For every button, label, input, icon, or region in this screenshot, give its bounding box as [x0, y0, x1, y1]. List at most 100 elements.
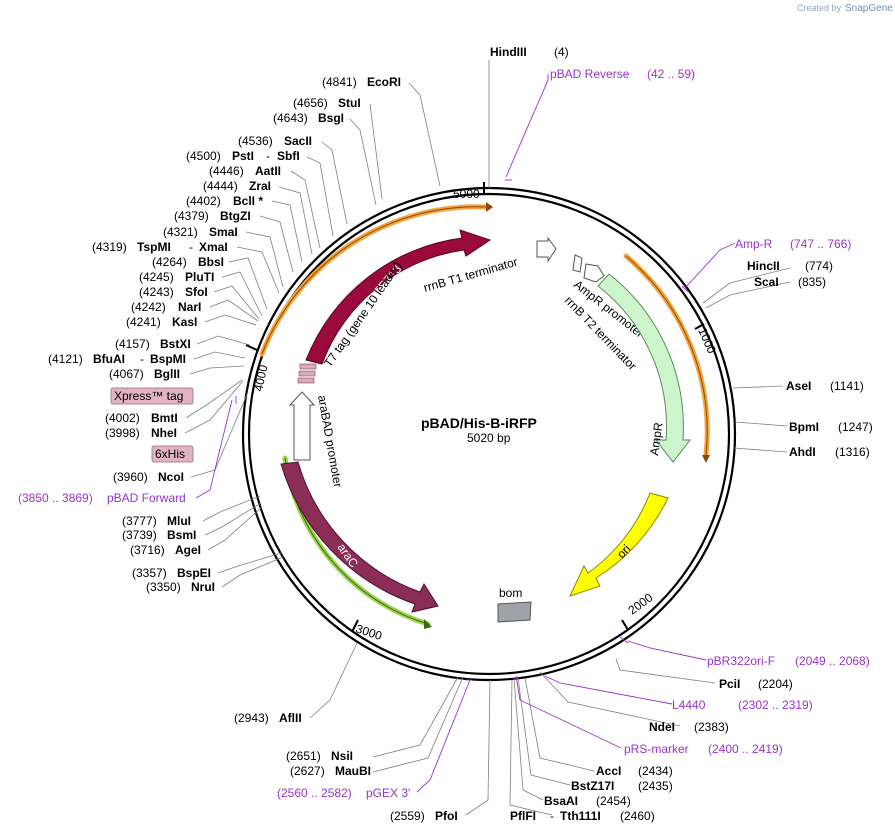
site-bsgi[interactable]: BsgI	[318, 111, 344, 125]
site-hindiii-pos: (4)	[554, 45, 569, 59]
site-stui[interactable]: StuI	[338, 96, 361, 110]
site-hincii[interactable]: HincII	[747, 259, 780, 273]
feature-arc-green-head	[424, 619, 432, 629]
primer-pbr322ori-f[interactable]: pBR322ori-F	[707, 654, 775, 668]
tick-3000	[351, 619, 359, 633]
site-smai-pos: (4321)	[163, 225, 198, 239]
site-sbfi[interactable]: SbfI	[277, 149, 300, 163]
site-zrai[interactable]: ZraI	[249, 179, 271, 193]
primer-pbad-reverse-range: (42 .. 59)	[647, 67, 695, 81]
site-pflfi[interactable]: PflFI	[510, 809, 536, 823]
site-tspmi[interactable]: TspMI	[137, 240, 171, 254]
site-ncoi[interactable]: NcoI	[158, 470, 184, 484]
feature-ori	[569, 492, 669, 597]
tick-label-5000: 5000	[453, 187, 480, 201]
primer-amp-r[interactable]: Amp-R	[735, 237, 773, 251]
site-nari-pos: (4242)	[131, 300, 166, 314]
site-bsmi[interactable]: BsmI	[167, 528, 196, 542]
tick-label-1000: 1000	[695, 326, 719, 356]
site-bspei[interactable]: BspEI	[177, 566, 211, 580]
site-bbsi[interactable]: BbsI	[198, 255, 224, 269]
site-nhei[interactable]: NheI	[151, 426, 177, 440]
site-sacii[interactable]: SacII	[284, 134, 312, 148]
feature-arc-orange-2-core	[625, 255, 708, 456]
site-aatii[interactable]: AatII	[255, 164, 281, 178]
site-nrui[interactable]: NruI	[191, 580, 215, 594]
site-ahdi[interactable]: AhdI	[789, 445, 816, 459]
site-bsaai[interactable]: BsaAI	[544, 794, 578, 808]
feature-arac	[280, 461, 439, 613]
site-agei[interactable]: AgeI	[175, 543, 201, 557]
site-pluti[interactable]: PluTI	[185, 270, 214, 284]
feature-arc-orange-2-head	[702, 455, 710, 463]
site-kasi[interactable]: KasI	[172, 315, 197, 329]
site-acci[interactable]: AccI	[596, 764, 621, 778]
site-pfoi[interactable]: PfoI	[435, 809, 458, 823]
site-aflii[interactable]: AflII	[279, 711, 302, 725]
site-pflfi-pos: (2460)	[620, 809, 655, 823]
site-btgzi[interactable]: BtgZI	[220, 209, 251, 223]
site-ndei[interactable]: NdeI	[649, 720, 675, 734]
feature-tag-1	[299, 363, 317, 370]
site-tspmi-sep: -	[189, 240, 193, 254]
site-btgzi-pos: (4379)	[174, 209, 209, 223]
primer-pbad-forward[interactable]: pBAD Forward	[107, 491, 186, 505]
site-ecori[interactable]: EcoRI	[367, 75, 401, 89]
primer-pgex-3[interactable]: pGEX 3'	[366, 786, 410, 800]
feature-xpress-box	[110, 387, 194, 405]
primer-prs-marker[interactable]: pRS-marker	[624, 742, 689, 756]
site-maubi-pos: (2627)	[290, 764, 325, 778]
feature-arc-orange-1-core	[261, 206, 487, 355]
site-scai[interactable]: ScaI	[754, 275, 779, 289]
site-sfoi-pos: (4243)	[139, 285, 174, 299]
site-sfoi[interactable]: SfoI	[185, 285, 208, 299]
feature-6xhis-box	[151, 445, 194, 463]
site-asei[interactable]: AseI	[786, 379, 811, 393]
tick-2000	[621, 619, 629, 631]
site-bcli[interactable]: BclI *	[233, 194, 263, 208]
site-pcii-pos: (2204)	[758, 677, 793, 691]
site-bpmi[interactable]: BpmI	[789, 420, 819, 434]
feature-arabad-promoter	[288, 391, 316, 461]
site-bmti[interactable]: BmtI	[151, 411, 178, 425]
site-bspmi[interactable]: BspMI	[150, 352, 186, 366]
site-bfuai[interactable]: BfuAI	[93, 352, 125, 366]
feature-irfp713	[305, 229, 492, 365]
site-pfoi-pos: (2559)	[390, 809, 425, 823]
site-agei-pos: (3716)	[130, 543, 165, 557]
feature-arc-orange-1-head	[486, 202, 493, 212]
site-maubi[interactable]: MauBI	[335, 764, 371, 778]
site-bpmi-pos: (1247)	[838, 420, 873, 434]
site-pflfi-sep: -	[550, 809, 554, 823]
site-sacii-pos: (4536)	[238, 134, 273, 148]
feature-xpress-label: Xpress™ tag	[114, 389, 183, 403]
site-scai-pos: (835)	[798, 275, 826, 289]
site-kasi-pos: (4241)	[126, 315, 161, 329]
site-psti[interactable]: PstI	[232, 149, 254, 163]
feature-rrnb-t1	[536, 236, 557, 263]
site-smai[interactable]: SmaI	[209, 225, 238, 239]
site-mlui[interactable]: MluI	[167, 514, 191, 528]
site-bstxi[interactable]: BstXI	[160, 337, 191, 351]
site-bfuai-pos: (4121)	[48, 352, 83, 366]
site-bbsi-pos: (4264)	[152, 255, 187, 269]
site-nsii[interactable]: NsiI	[331, 749, 353, 763]
site-hindiii[interactable]: HindIII	[490, 45, 527, 59]
primer-l4440[interactable]: L4440	[672, 698, 706, 712]
tick-label-3000: 3000	[354, 622, 384, 644]
site-pluti-pos: (4245)	[139, 270, 174, 284]
feature-ampr-label: AmpR	[647, 421, 666, 456]
feature-rrnb-t1-label: rrnB T1 terminator	[422, 255, 519, 295]
site-pcii[interactable]: PciI	[719, 677, 740, 691]
feature-ampr	[597, 273, 692, 463]
site-xmai[interactable]: XmaI	[199, 240, 228, 254]
site-nari[interactable]: NarI	[178, 300, 201, 314]
site-bsmi-pos: (3739)	[122, 528, 157, 542]
primer-pbad-reverse[interactable]: pBAD Reverse	[550, 67, 630, 81]
site-bglii[interactable]: BglII	[154, 367, 180, 381]
site-tth111i[interactable]: Tth111I	[560, 809, 601, 823]
feature-tag-2	[298, 370, 316, 377]
feature-bom-label: bom	[499, 586, 522, 600]
site-aflii-pos: (2943)	[234, 711, 269, 725]
site-bstz17i[interactable]: BstZ17I	[571, 779, 614, 793]
